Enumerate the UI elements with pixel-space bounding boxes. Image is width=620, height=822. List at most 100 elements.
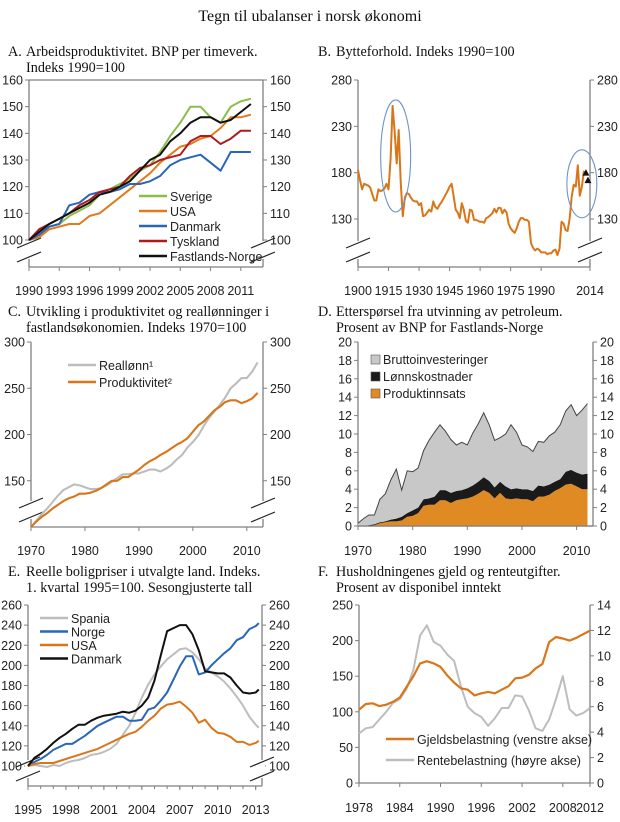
panel-c-axis-break-mark — [250, 497, 276, 509]
panel-c-axis-break-mark — [250, 511, 276, 523]
panel-c-xtick-label: 2000 — [179, 544, 207, 558]
panel-d-ytick-label-right: 10 — [600, 428, 614, 442]
panel-a-ytick-label-left: 150 — [2, 100, 23, 114]
panel-f-xtick-label: 2012 — [576, 801, 604, 815]
panel-e-legend-label: Norge — [71, 626, 105, 640]
panel-c-ytick-label-right: 300 — [270, 336, 291, 350]
panel-e-ytick-label-left: 200 — [1, 659, 22, 673]
panel-f-xtick-label: 1990 — [427, 801, 455, 815]
panel-d-ytick-label-right: 20 — [600, 336, 614, 350]
panel-e-ytick-label-left: 120 — [1, 739, 22, 753]
panel-a-letter: A. — [8, 44, 22, 60]
panel-b-ytick-label-left: 180 — [331, 166, 352, 180]
panel-a-xtick-label: 1999 — [106, 284, 134, 298]
panel-b-xtick-label: 1930 — [405, 284, 433, 298]
panel-f-title-line2: Prosent av disponibel inntekt — [336, 580, 502, 596]
panel-b-axis-break-mark — [345, 237, 371, 249]
panel-b-xtick-label: 1915 — [375, 284, 403, 298]
panel-a-axis-break-mark — [250, 237, 276, 249]
panel-d-xtick-label: 2000 — [508, 544, 536, 558]
panel-e-axis-break-mark — [15, 770, 41, 782]
panel-c-ytick-label-left: 150 — [4, 474, 25, 488]
panel-c-axis-break-mark — [18, 511, 44, 523]
panel-b-ytick-label-right: 130 — [597, 213, 618, 227]
panel-d: 0 2 4 6 8 10 12 14 16 18 20 0 2 4 6 8 10 12 14 16 18 20 1970 19… — [338, 336, 614, 559]
panel-d-legend-swatch — [370, 388, 381, 399]
panel-b-ytick-label-right: 230 — [597, 120, 618, 134]
panel-b-title: B. Bytteforhold. Indeks 1990=100 — [318, 44, 515, 60]
panel-c-ytick-label-right: 250 — [270, 382, 291, 396]
panel-d-ytick-label-right: 12 — [600, 409, 614, 423]
panel-f-title-line1: Husholdningenes gjeld og renteutgifter. — [336, 564, 561, 580]
panel-d-legend-label: Lønnskostnader — [383, 370, 473, 384]
panel-e-xtick-label: 2010 — [204, 803, 232, 817]
panel-a-legend-label: Danmark — [170, 220, 221, 234]
panel-a-xtick-label: 1996 — [76, 284, 104, 298]
panel-b-axis-break-gap — [587, 241, 593, 259]
panel-e-letter: E. — [8, 564, 21, 580]
panel-e-ytick-label-left: 100 — [1, 760, 22, 774]
panel-f-legend-label: Rentebelastning (høyre akse) — [417, 754, 581, 768]
panel-e-ytick-label-right: 200 — [269, 659, 290, 673]
panel-e-ytick-label-left: 240 — [1, 619, 22, 633]
panel-f-title: F. Husholdningenes gjeld og renteutgifter… — [318, 564, 561, 596]
panel-e-legend-label: Spania — [71, 612, 110, 626]
panel-e-xtick-label: 2004 — [128, 803, 156, 817]
panel-a-xtick-label: 2008 — [197, 284, 225, 298]
panel-c-ytick-label-left: 300 — [4, 336, 25, 350]
panel-c-xtick-label: 2010 — [233, 544, 261, 558]
panel-b-letter: B. — [318, 44, 332, 60]
panel-d-legend-swatch — [370, 371, 381, 382]
panel-a-ytick-label-right: 150 — [270, 100, 291, 114]
panel-d-ytick-label-left: 2 — [345, 501, 352, 515]
panel-a-ytick-label-left: 140 — [2, 127, 23, 141]
panel-a-ytick-label-right: 140 — [270, 127, 291, 141]
panel-f-ytick-label-right: 14 — [597, 599, 611, 613]
panel-a-ytick-label-left: 130 — [2, 154, 23, 168]
panel-e-ytick-label-right: 180 — [269, 679, 290, 693]
panel-d-legend-swatch — [370, 354, 381, 365]
panel-c-letter: C. — [8, 304, 22, 320]
panel-f: 0 50 100 150 200 250 0 2 4 6 8 10 12 14 1978 1984 1990 19… — [332, 599, 611, 816]
panel-d-legend-label: Produktinnsats — [383, 387, 466, 401]
panel-d-area-produktinnsats — [358, 483, 588, 526]
panel-d-xtick-label: 1970 — [344, 544, 372, 558]
panel-e-axis-break-mark — [15, 756, 41, 768]
panel-b-ytick-label-left: 230 — [331, 120, 352, 134]
panel-d-ytick-label-right: 8 — [600, 446, 607, 460]
panel-e-series-usa — [27, 700, 260, 767]
panel-b-series-line — [357, 104, 585, 257]
panel-d-total-outline — [357, 403, 588, 524]
panel-e-axis-break-mark — [249, 770, 275, 782]
panel-e-ytick-label-right: 120 — [269, 739, 290, 753]
panel-b-xtick-label: 1945 — [436, 284, 464, 298]
panel-e-title: E. Reelle boligpriser i utvalgte land. In… — [8, 564, 260, 596]
panel-c-xtick-label: 1980 — [71, 544, 99, 558]
panel-d-xtick-label: 1990 — [453, 544, 481, 558]
panel-c-series-produktivitet — [30, 392, 259, 528]
panel-b-triangle-marker — [584, 176, 592, 184]
panel-a-series-fastlands-norge — [28, 103, 252, 241]
panel-b-axis-break-mark — [577, 237, 603, 249]
panel-c-ytick-label-right: 200 — [270, 428, 291, 442]
panel-b-xtick-label: 1975 — [497, 284, 525, 298]
panel-b: 130 180 230 280 130 180 230 280 1900 1915 1930 1945… — [331, 74, 618, 299]
panel-e-xtick-label: 2001 — [90, 803, 118, 817]
panel-c-ytick-label-left: 200 — [4, 428, 25, 442]
panel-d-ytick-label-right: 6 — [600, 464, 607, 478]
panel-f-xtick-label: 1978 — [345, 801, 373, 815]
panel-e-ytick-label-right: 100 — [269, 760, 290, 774]
panel-f-ytick-label-right: 6 — [597, 700, 604, 714]
panel-e-axis-break-gap — [25, 760, 31, 778]
panel-f-ytick-label-left: 200 — [332, 634, 353, 648]
panel-d-ytick-label-left: 20 — [338, 336, 352, 350]
panel-e: 100 120 140 160 180 200 220 240 260 100 120 140 160 1… — [1, 599, 290, 818]
panel-a-ytick-label-right: 110 — [270, 207, 290, 221]
panel-b-axis-break-mark — [577, 251, 603, 263]
panel-f-ytick-label-left: 250 — [332, 599, 353, 613]
panel-b-ytick-label-left: 280 — [331, 74, 352, 88]
panel-b-ytick-label-left: 130 — [331, 213, 352, 227]
panel-a-axis-break-mark — [16, 237, 42, 249]
panel-a-ytick-label-right: 160 — [270, 74, 291, 88]
panel-b-axis-break-mark — [345, 251, 371, 263]
